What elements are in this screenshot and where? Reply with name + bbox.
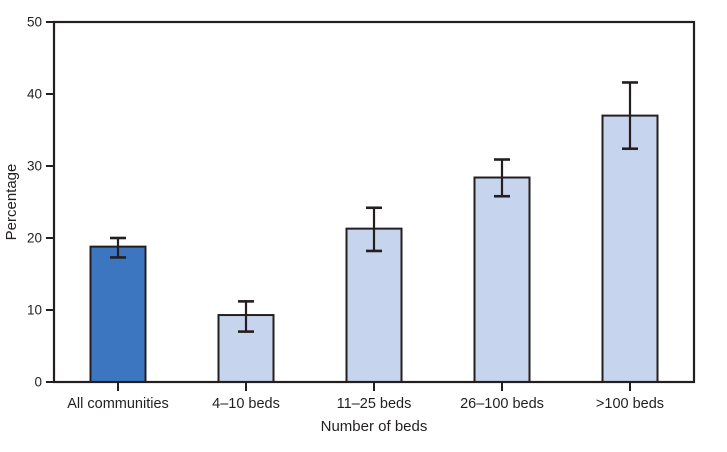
plot-area: 0 10 20 30 40 50 All communities 4–10 beds 11–25… (27, 15, 696, 412)
y-tick-label: 50 (27, 15, 42, 30)
y-axis-title: Percentage (3, 164, 20, 241)
x-tick-label: 11–25 beds (337, 396, 412, 412)
plot-frame (52, 20, 696, 384)
x-tick-label: >100 beds (596, 396, 664, 412)
y-tick-label: 0 (34, 375, 42, 390)
bar (89, 245, 147, 383)
y-tick-label: 30 (27, 159, 42, 174)
y-tick-label: 10 (27, 303, 42, 318)
x-tick-label: 26–100 beds (460, 396, 544, 412)
x-tick-label: 4–10 beds (212, 396, 280, 412)
bar (601, 114, 659, 383)
x-tick-label: All communities (67, 396, 169, 412)
x-axis-title: Number of beds (321, 418, 428, 435)
y-tick-label: 20 (27, 231, 42, 246)
bar (345, 227, 403, 383)
bar (473, 176, 531, 383)
y-tick-label: 40 (27, 87, 42, 102)
